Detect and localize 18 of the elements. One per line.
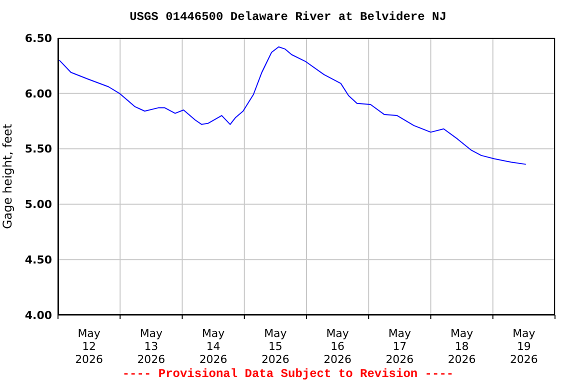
x-tick-label: May 13 2026 bbox=[137, 327, 166, 366]
chart-title: USGS 01446500 Delaware River at Belvidere NJ bbox=[128, 10, 448, 24]
x-tick-label: May 19 2026 bbox=[510, 327, 538, 366]
x-tick-label: May 17 2026 bbox=[386, 327, 414, 366]
x-tick-label: May 15 2026 bbox=[261, 327, 290, 366]
y-tick-label: 4.00 bbox=[24, 308, 52, 322]
line-series bbox=[58, 46, 526, 165]
text: ---- Provisional Data Subject to Revision ---- bbox=[121, 367, 455, 381]
x-tick-label: May 14 2026 bbox=[199, 327, 228, 366]
x-tick-label: May 12 2026 bbox=[75, 327, 104, 366]
y-tick-label: 5.50 bbox=[24, 142, 52, 156]
x-tick-label: May 16 2026 bbox=[324, 327, 352, 366]
y-axis-title: Gage height, feet bbox=[0, 124, 14, 230]
y-tick-label: 6.00 bbox=[24, 87, 52, 100]
x-tick-label: May 18 2026 bbox=[448, 327, 476, 366]
y-tick-label: 6.50 bbox=[24, 32, 52, 45]
y-tick-label: 4.50 bbox=[24, 254, 52, 267]
y-tick-label: 5.00 bbox=[24, 198, 52, 212]
